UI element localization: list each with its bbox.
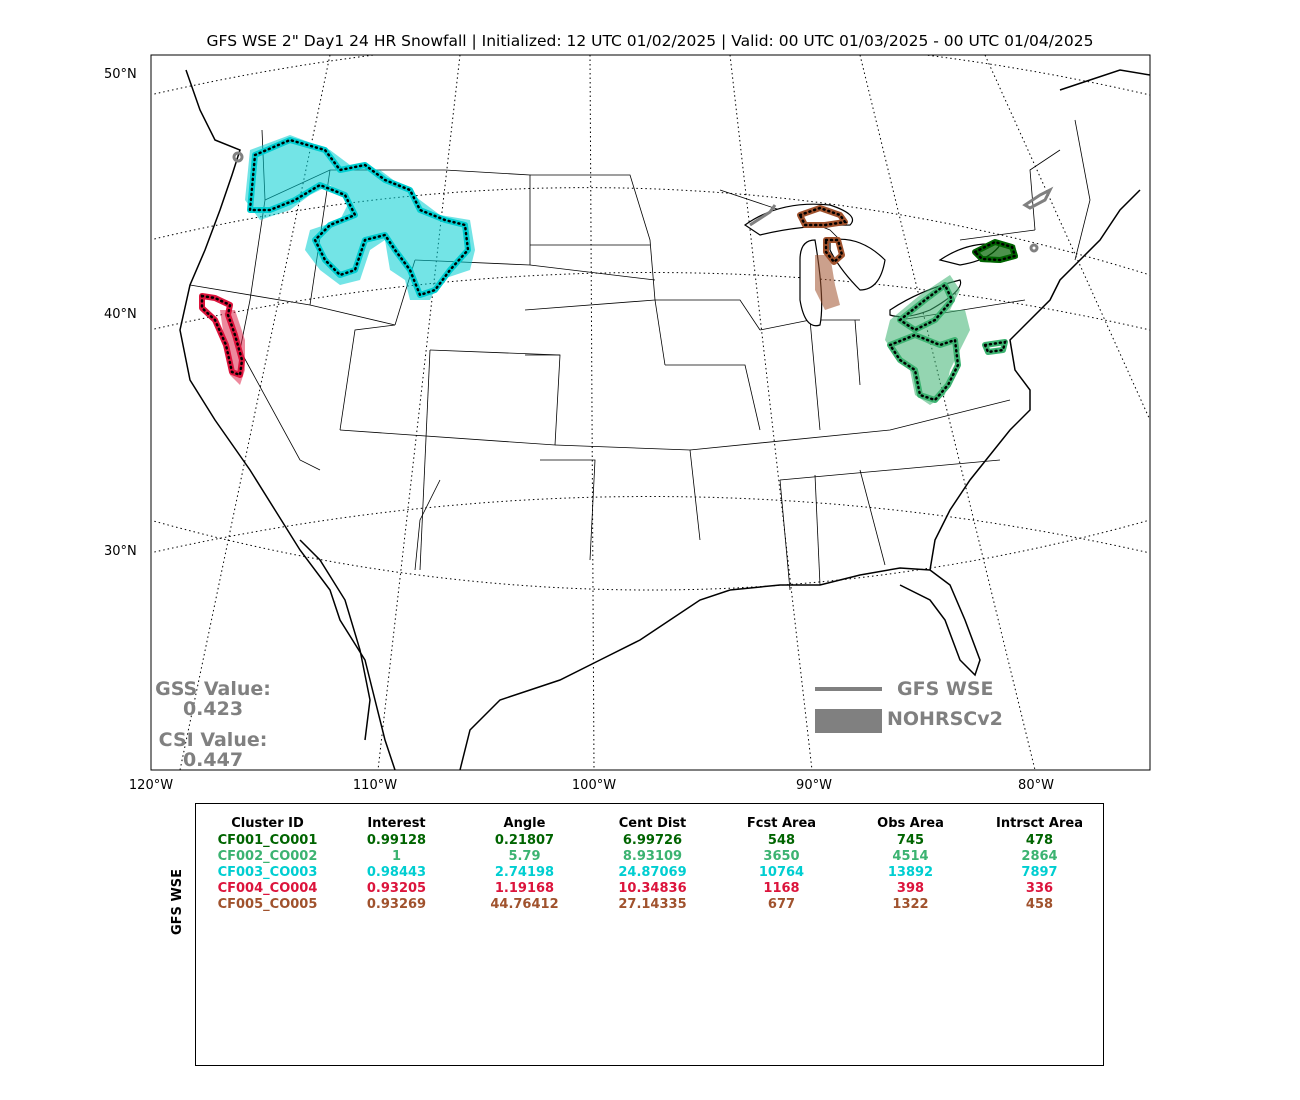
gss-label: GSS Value: — [155, 678, 271, 700]
cell-interest: 0.93269 — [366, 896, 427, 912]
unmatched-contours — [232, 151, 1054, 253]
csi-label: CSI Value: — [158, 729, 268, 751]
cell-id: CF001_CO001 — [217, 832, 318, 848]
cell-angle: 44.76412 — [490, 896, 559, 912]
gss-value: 0.423 — [182, 698, 244, 720]
table-row: CF004_CO004 0.93205 1.19168 10.34836 116… — [200, 880, 1107, 896]
table-row: CF003_CO003 0.98443 2.74198 24.87069 107… — [200, 864, 1107, 880]
cell-cent-dist: 24.87069 — [618, 864, 687, 880]
cell-intrsct-area: 7897 — [1021, 864, 1058, 880]
header-angle: Angle — [503, 815, 546, 831]
cell-intrsct-area: 336 — [1025, 880, 1054, 896]
header-interest: Interest — [367, 815, 426, 831]
lon-label-100: 100°W — [571, 778, 617, 793]
table-row: CF005_CO005 0.93269 44.76412 27.14335 67… — [200, 896, 1107, 912]
table-ylabel: GFS WSE — [170, 868, 185, 935]
header-obs-area: Obs Area — [877, 815, 944, 831]
cell-fcst-area: 548 — [767, 832, 796, 848]
table-row: CF002_CO002 1 5.79 8.93109 3650 4514 286… — [200, 848, 1107, 864]
map-title: GFS WSE 2" Day1 24 HR Snowfall | Initial… — [206, 32, 1094, 50]
legend-forecast-label: GFS WSE — [897, 678, 994, 700]
map-frame — [150, 54, 1151, 771]
cell-cent-dist: 10.34836 — [618, 880, 687, 896]
lat-label-40: 40°N — [104, 307, 137, 322]
cell-interest: 0.99128 — [366, 832, 427, 848]
cell-obs-area: 398 — [896, 880, 925, 896]
table-row: CF001_CO001 0.99128 0.21807 6.99726 548 … — [200, 832, 1107, 848]
stats-table: Cluster ID Interest Angle Cent Dist Fcst… — [200, 814, 1107, 912]
cell-intrsct-area: 2864 — [1021, 848, 1058, 864]
header-cluster-id: Cluster ID — [231, 815, 304, 831]
cell-fcst-area: 10764 — [758, 864, 805, 880]
cell-intrsct-area: 478 — [1025, 832, 1054, 848]
lat-label-50: 50°N — [104, 67, 137, 82]
cell-obs-area: 745 — [896, 832, 925, 848]
cell-id: CF003_CO003 — [217, 864, 318, 880]
cell-fcst-area: 1168 — [763, 880, 800, 896]
cell-angle: 2.74198 — [494, 864, 555, 880]
csi-value: 0.447 — [182, 749, 244, 771]
header-intrsct-area: Intrsct Area — [996, 815, 1083, 831]
cell-cent-dist: 8.93109 — [622, 848, 683, 864]
cell-cent-dist: 6.99726 — [622, 832, 683, 848]
header-fcst-area: Fcst Area — [746, 815, 817, 831]
obs-area-cf003 — [245, 135, 475, 300]
great-lakes — [743, 203, 1002, 327]
cell-angle: 5.79 — [508, 848, 541, 864]
cell-angle: 1.19168 — [494, 880, 555, 896]
lon-label-80: 80°W — [1018, 778, 1054, 793]
forecast-contour-dots — [200, 138, 1017, 402]
cell-obs-area: 4514 — [892, 848, 929, 864]
table-header-row: Cluster ID Interest Angle Cent Dist Fcst… — [200, 814, 1107, 832]
cell-interest: 0.93205 — [366, 880, 427, 896]
cell-cent-dist: 27.14335 — [618, 896, 687, 912]
latitude-gridlines — [151, 55, 1150, 591]
cell-fcst-area: 677 — [767, 896, 796, 912]
obs-area-cf005 — [815, 255, 840, 310]
cell-intrsct-area: 458 — [1025, 896, 1054, 912]
cell-id: CF004_CO004 — [217, 880, 318, 896]
lon-label-110: 110°W — [352, 778, 398, 793]
cell-id: CF005_CO005 — [217, 896, 318, 912]
state-borders — [189, 119, 1091, 591]
legend-observed-patch — [815, 709, 882, 733]
observed-areas — [220, 135, 1018, 405]
lon-label-120: 120°W — [128, 778, 174, 793]
header-cent-dist: Cent Dist — [618, 815, 687, 831]
lat-label-30: 30°N — [104, 544, 137, 559]
cell-id: CF002_CO002 — [217, 848, 318, 864]
cell-angle: 0.21807 — [494, 832, 555, 848]
lon-label-90: 90°W — [796, 778, 832, 793]
cell-obs-area: 13892 — [887, 864, 934, 880]
legend-observed-label: NOHRSCv2 — [887, 708, 1003, 730]
stats-table-frame — [195, 803, 1104, 1066]
cell-obs-area: 1322 — [892, 896, 929, 912]
cell-fcst-area: 3650 — [763, 848, 800, 864]
cell-interest: 1 — [391, 848, 402, 864]
cell-interest: 0.98443 — [366, 864, 427, 880]
